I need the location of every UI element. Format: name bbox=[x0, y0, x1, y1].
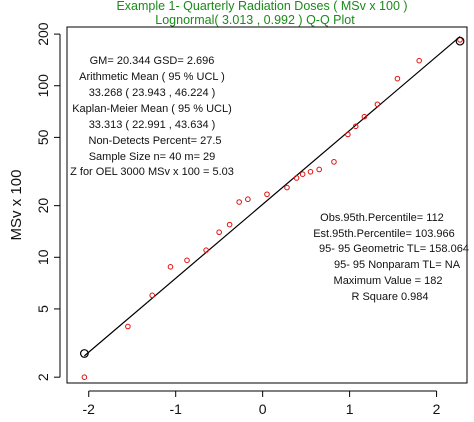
stat-km-mean-value: 33.313 ( 22.991 , 43.634 ) bbox=[89, 119, 216, 131]
highlight-point bbox=[455, 36, 465, 46]
data-point bbox=[264, 191, 270, 198]
stat-geometric-tl: 95- 95 Geometric TL= 158.064 bbox=[319, 243, 469, 255]
data-point bbox=[284, 184, 290, 191]
fit-line bbox=[84, 36, 461, 357]
stats-right-panel: Obs.95th.Percentile= 112 Est.95th.Percen… bbox=[313, 212, 469, 303]
data-point bbox=[245, 196, 251, 203]
stat-max-value: Maximum Value = 182 bbox=[334, 275, 443, 287]
data-point bbox=[307, 169, 314, 175]
stat-gm-gsd: GM= 20.344 GSD= 2.696 bbox=[90, 55, 215, 67]
data-point bbox=[226, 221, 233, 228]
stat-arith-mean-label: Arithmetic Mean ( 95 % UCL ) bbox=[79, 71, 225, 83]
x-tick-label: -1 bbox=[169, 401, 182, 417]
plot-area-frame bbox=[66, 26, 468, 384]
data-point bbox=[125, 323, 131, 330]
data-point bbox=[184, 257, 190, 264]
stat-nondetects: Non-Detects Percent= 27.5 bbox=[89, 135, 222, 147]
y-tick-label: 20 bbox=[35, 198, 51, 214]
x-axis: -2 -1 0 1 2 bbox=[83, 390, 441, 417]
y-axis-label: MSv x 100 bbox=[8, 170, 25, 241]
data-point bbox=[299, 171, 306, 178]
x-tick-label: 2 bbox=[433, 401, 441, 417]
y-tick-label: 100 bbox=[35, 74, 51, 98]
y-tick-label: 10 bbox=[35, 249, 51, 265]
y-tick-label: 2 bbox=[35, 373, 51, 381]
data-point bbox=[374, 101, 381, 108]
y-axis: 2 5 10 20 50 100 200 bbox=[35, 22, 61, 381]
chart-title: Example 1- Quarterly Radiation Doses ( M… bbox=[116, 0, 407, 13]
chart-subtitle: Lognormal( 3.013 , 0.992 ) Q-Q Plot bbox=[155, 13, 355, 27]
y-tick-label: 200 bbox=[35, 22, 51, 46]
data-point bbox=[416, 57, 422, 64]
data-point bbox=[331, 159, 337, 165]
highlight-point bbox=[79, 349, 89, 358]
stats-left-panel: GM= 20.344 GSD= 2.696 Arithmetic Mean ( … bbox=[70, 55, 234, 178]
data-point bbox=[394, 75, 401, 82]
stat-sample-size: Sample Size n= 40 m= 29 bbox=[89, 151, 216, 163]
stat-obs-95th: Obs.95th.Percentile= 112 bbox=[320, 212, 444, 224]
data-point bbox=[345, 131, 351, 138]
stat-est-95th: Est.95th.Percentile= 103.966 bbox=[313, 228, 455, 240]
data-point bbox=[236, 199, 242, 205]
stat-z-oel: Z for OEL 3000 MSv x 100 = 5.03 bbox=[70, 166, 234, 178]
data-point bbox=[203, 247, 209, 253]
data-point bbox=[216, 229, 222, 236]
stat-km-mean-label: Kaplan-Meier Mean ( 95 % UCL) bbox=[72, 103, 232, 115]
y-tick-label: 5 bbox=[35, 305, 51, 313]
data-point bbox=[167, 264, 174, 270]
x-tick-label: 0 bbox=[259, 401, 267, 417]
data-point bbox=[149, 292, 156, 299]
stat-arith-mean-value: 33.268 ( 23.943 , 46.224 ) bbox=[89, 87, 216, 99]
data-point bbox=[81, 374, 88, 380]
highlighted-points bbox=[79, 36, 465, 358]
data-point bbox=[361, 113, 368, 120]
data-point bbox=[293, 175, 300, 181]
y-tick-label: 50 bbox=[35, 129, 51, 145]
x-tick-label: 1 bbox=[346, 401, 354, 417]
stat-nonparam-tl: 95- 95 Nonparam TL= NA bbox=[334, 259, 461, 271]
stat-r-square: R Square 0.984 bbox=[351, 291, 428, 303]
data-point bbox=[352, 123, 359, 130]
data-point bbox=[316, 166, 322, 173]
x-tick-label: -2 bbox=[83, 401, 96, 417]
